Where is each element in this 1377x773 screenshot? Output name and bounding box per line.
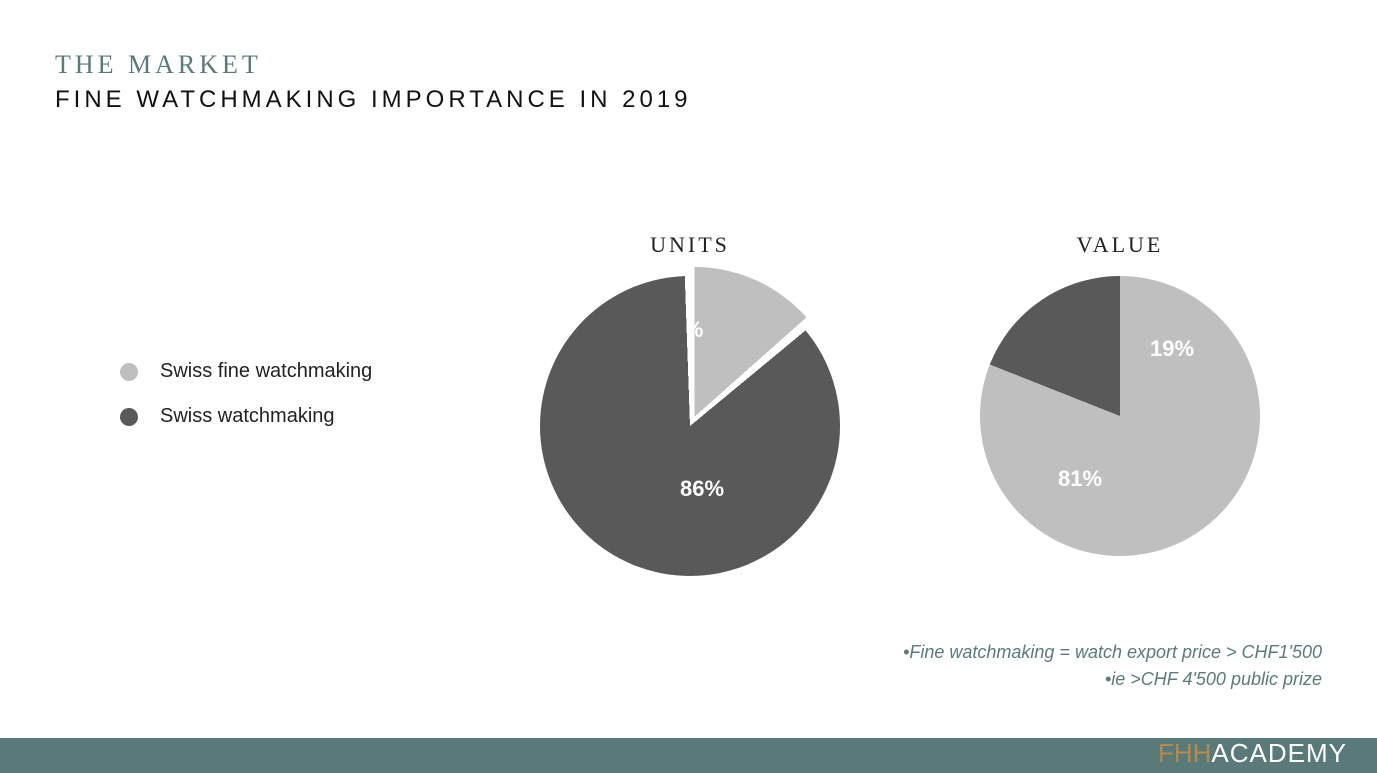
footer-bar: FHHACADEMY [0, 738, 1377, 773]
pie-container: 81%19% [980, 276, 1260, 556]
footnote-line: •ie >CHF 4'500 public prize [903, 666, 1322, 693]
header-eyebrow: THE MARKET [55, 50, 692, 80]
legend-swatch [120, 363, 138, 381]
legend-item: Swiss fine watchmaking [120, 360, 372, 383]
footnotes: •Fine watchmaking = watch export price >… [903, 639, 1322, 693]
pie-chart: VALUE 81%19% [980, 232, 1260, 556]
footer-logo-suffix: ACADEMY [1211, 738, 1347, 768]
pie-slice [540, 276, 840, 576]
chart-title: UNITS [540, 232, 840, 258]
chart-title: VALUE [980, 232, 1260, 258]
footnote-line: •Fine watchmaking = watch export price >… [903, 639, 1322, 666]
header-title: FINE WATCHMAKING IMPORTANCE IN 2019 [55, 86, 692, 114]
footer-logo: FHHACADEMY [1158, 738, 1347, 769]
legend-swatch [120, 408, 138, 426]
legend: Swiss fine watchmaking Swiss watchmaking [120, 360, 372, 450]
legend-label: Swiss fine watchmaking [160, 360, 372, 383]
footer-logo-prefix: FHH [1158, 738, 1211, 768]
header: THE MARKET FINE WATCHMAKING IMPORTANCE I… [55, 50, 692, 114]
slide: THE MARKET FINE WATCHMAKING IMPORTANCE I… [0, 0, 1377, 773]
pie-slice [980, 276, 1260, 556]
legend-label: Swiss watchmaking [160, 405, 335, 428]
pie-container: 14%86% [540, 276, 840, 576]
pie-slice-label: 86% [680, 476, 724, 502]
legend-item: Swiss watchmaking [120, 405, 372, 428]
pie-chart: UNITS 14%86% [540, 232, 840, 576]
pie-slice-label: 19% [1150, 336, 1194, 362]
